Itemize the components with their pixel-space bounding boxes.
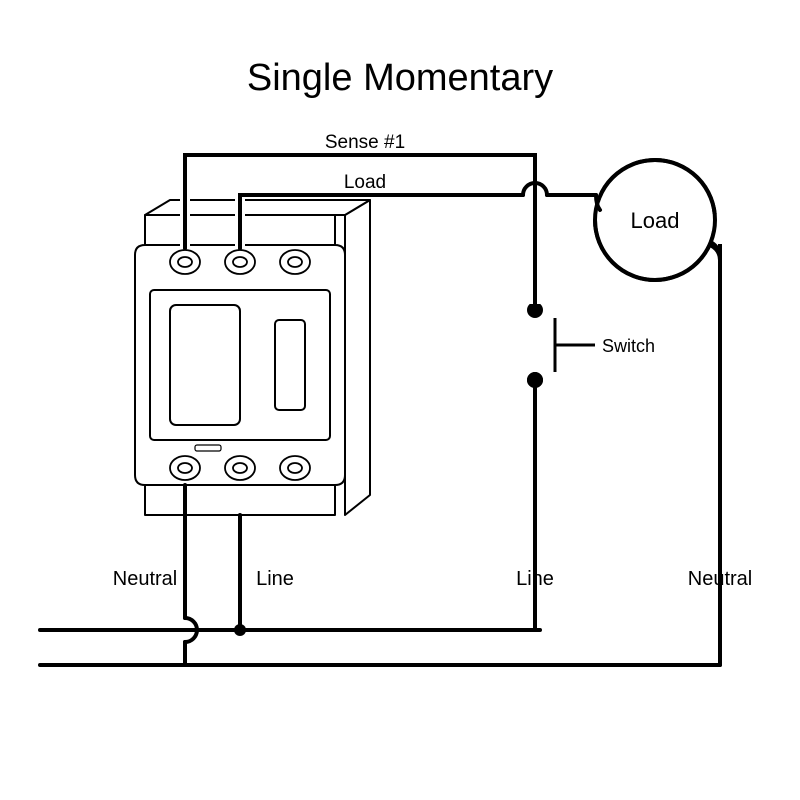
junction-dot <box>234 624 246 636</box>
line-right-label: Line <box>516 568 554 590</box>
wiring-diagram: Single Momentary <box>0 0 800 800</box>
line-left-label: Line <box>256 568 294 590</box>
sense-label: Sense #1 <box>325 132 405 153</box>
switch-label: Switch <box>602 336 655 356</box>
neutral-left-label: Neutral <box>113 568 177 590</box>
neutral-right-label: Neutral <box>688 568 752 590</box>
relay-module <box>135 200 370 515</box>
load-label: Load <box>631 208 680 233</box>
diagram-title: Single Momentary <box>247 57 553 99</box>
load-wire-label: Load <box>344 172 386 193</box>
